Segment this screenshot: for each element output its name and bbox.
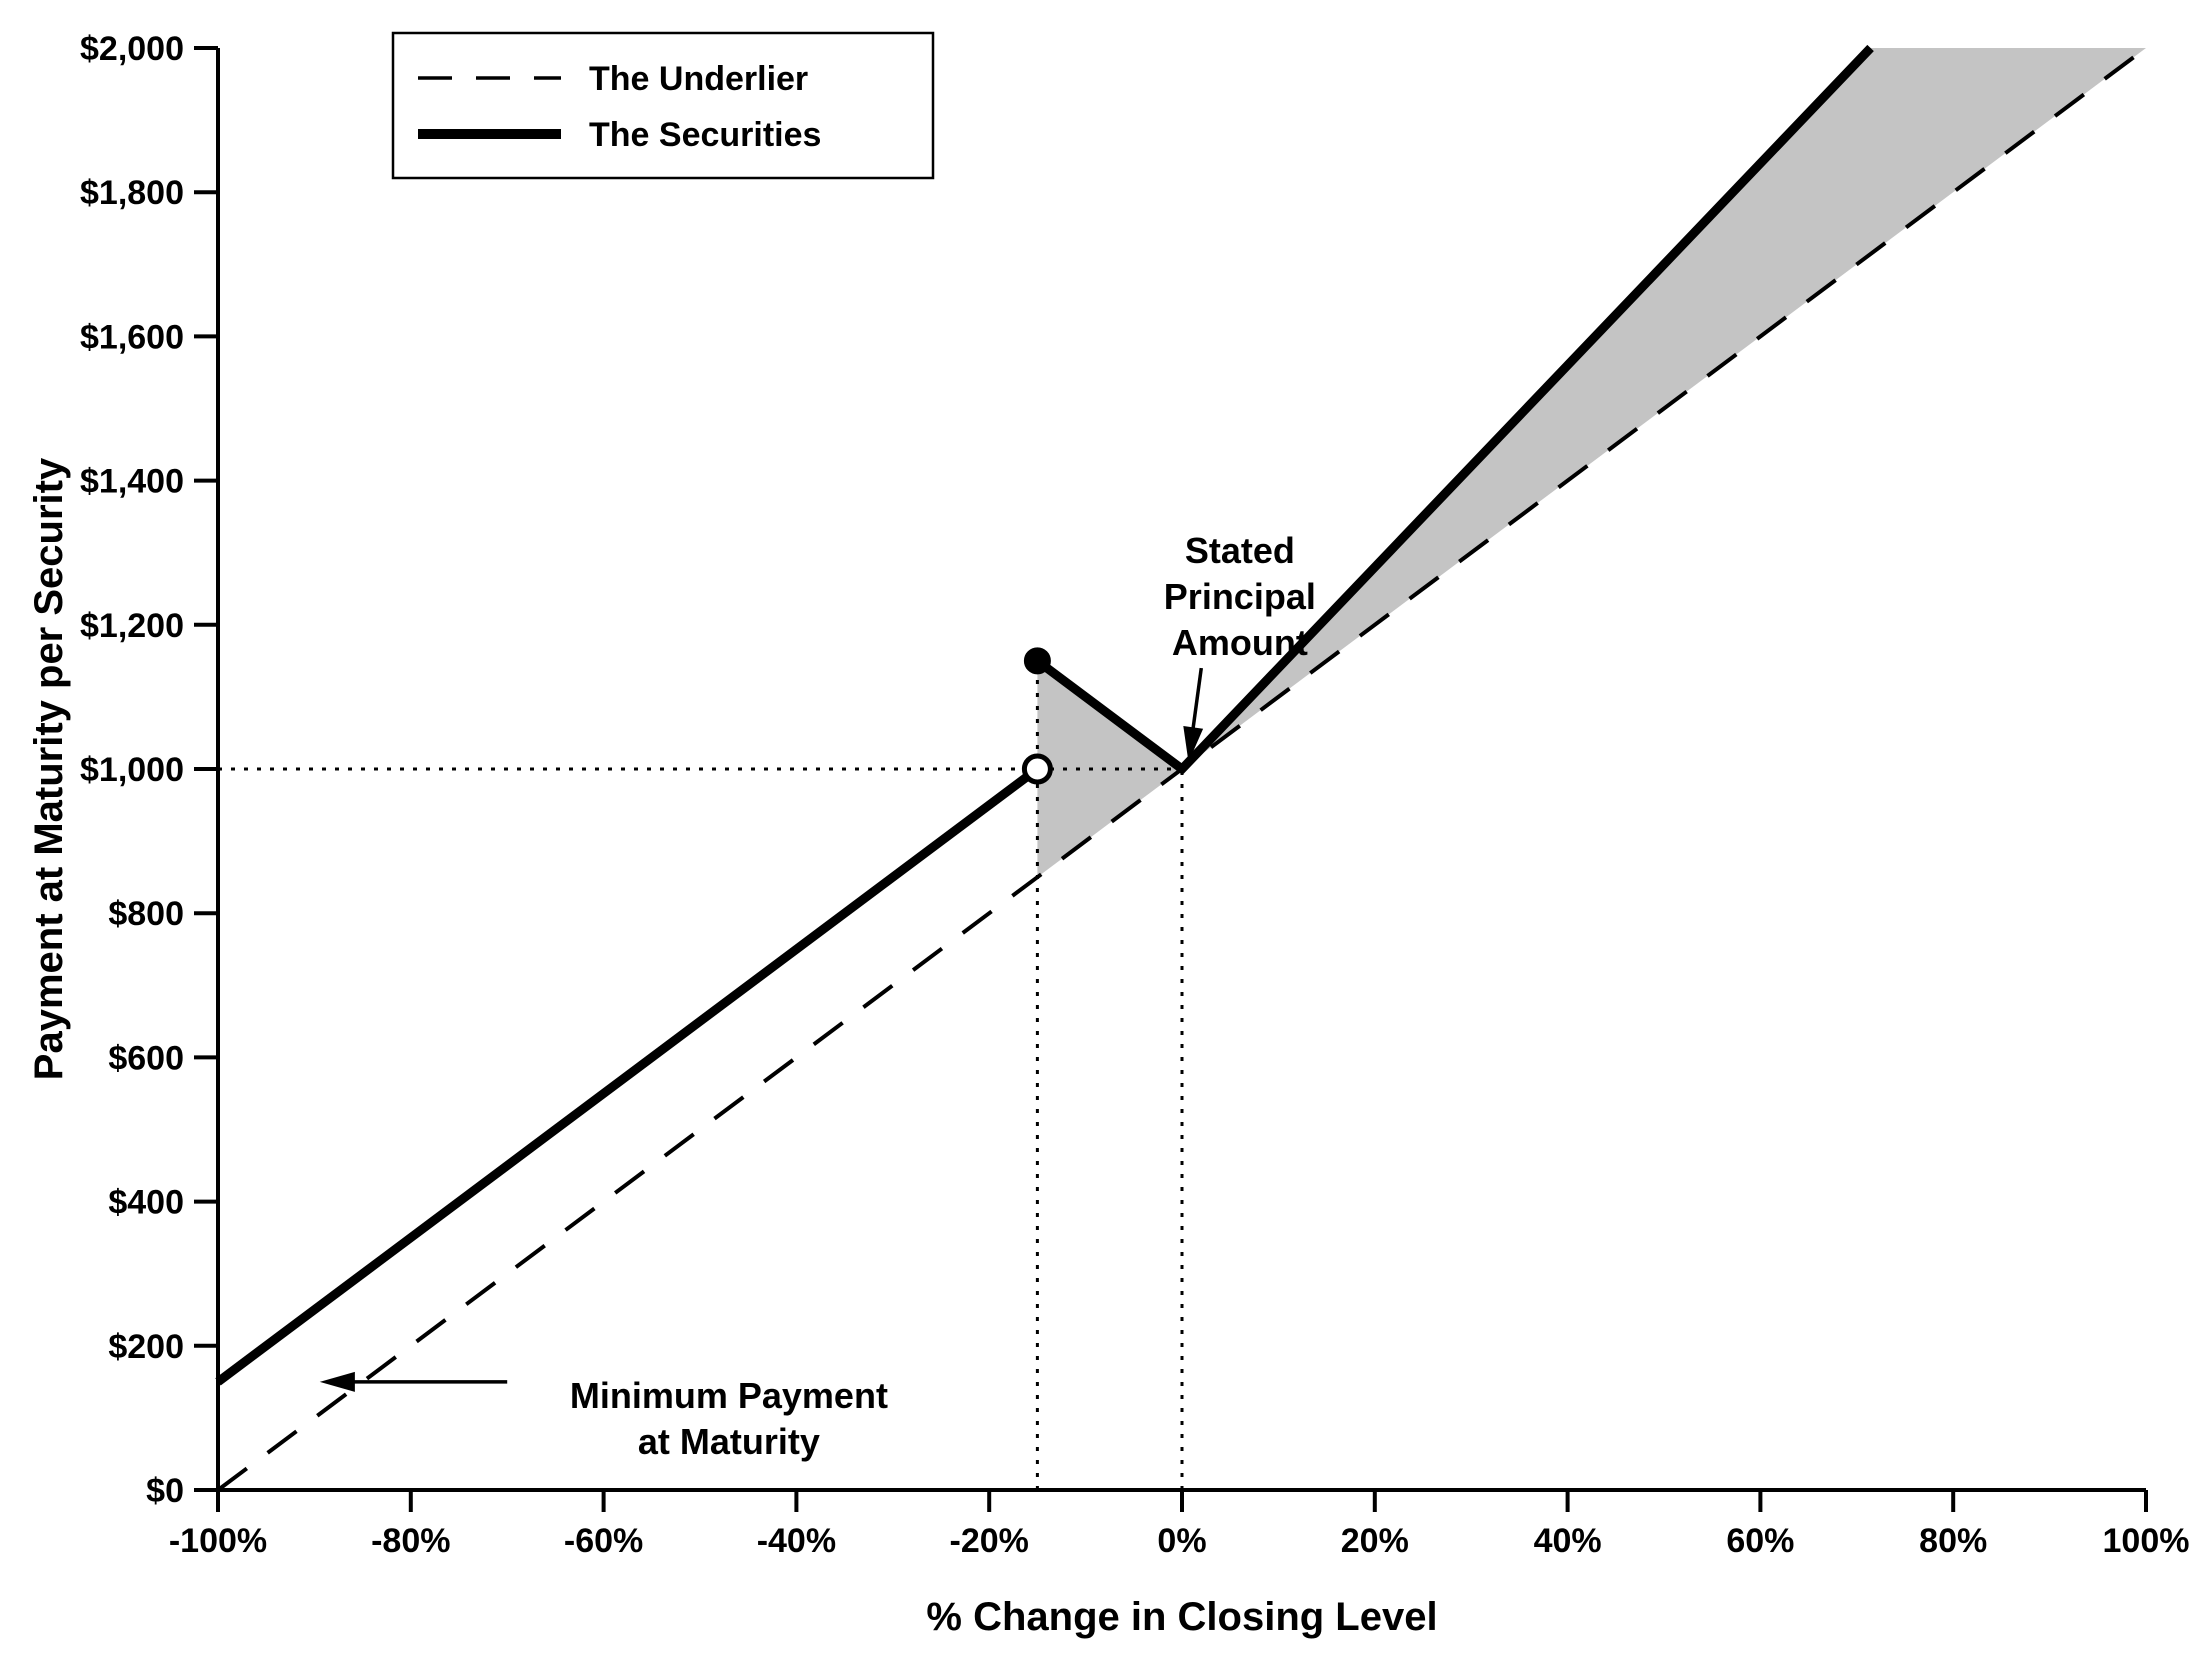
downside-absolute-return-region (1037, 660, 1182, 878)
y-tick-label: $400 (108, 1184, 184, 1222)
x-tick-label: 40% (1534, 1522, 1602, 1560)
the-securities-line-2 (1034, 44, 1874, 775)
legend-label: The Securities (589, 116, 821, 154)
x-tick-label: -20% (950, 1522, 1029, 1560)
legend-box (391, 31, 935, 180)
y-tick-label: $200 (108, 1328, 184, 1366)
x-tick-label: 60% (1726, 1522, 1794, 1560)
filled-circle-marker (1023, 647, 1051, 675)
x-axis-title: % Change in Closing Level (926, 1595, 1437, 1639)
stated-principal-amount-label: Principal (1164, 576, 1316, 617)
x-tick-label: 100% (2103, 1522, 2190, 1560)
y-tick-label: $600 (108, 1039, 184, 1077)
minimum-payment-at-maturity-label: Minimum Payment (570, 1375, 888, 1416)
x-tick-label: -40% (757, 1522, 836, 1560)
legend-label: The Underlier (589, 60, 808, 98)
x-tick-label: 20% (1341, 1522, 1409, 1560)
y-tick-label: $1,400 (80, 463, 184, 501)
x-tick-label: -60% (564, 1522, 643, 1560)
open-circle-marker (1021, 753, 1053, 785)
y-tick-label: $1,600 (80, 318, 184, 356)
x-tick-label: -80% (371, 1522, 450, 1560)
minimum-payment-at-maturity-arrowhead-icon (319, 1371, 355, 1392)
stated-principal-amount-label: Amount (1172, 622, 1308, 663)
stated-principal-amount-arrowhead-icon (1183, 726, 1204, 763)
y-tick-label: $2,000 (80, 30, 184, 68)
x-tick-label: 80% (1919, 1522, 1987, 1560)
minimum-payment-at-maturity-label: at Maturity (638, 1421, 820, 1462)
y-tick-label: $1,200 (80, 607, 184, 645)
x-tick-label: -100% (169, 1522, 267, 1560)
x-tick-label: 0% (1157, 1522, 1206, 1560)
y-tick-label: $1,800 (80, 174, 184, 212)
y-tick-label: $0 (146, 1472, 184, 1510)
y-tick-label: $1,000 (80, 751, 184, 789)
y-axis-title: Payment at Maturity per Security (27, 457, 71, 1080)
y-tick-label: $800 (108, 895, 184, 933)
the-securities-line-1 (215, 765, 1041, 1386)
stated-principal-amount-label: Stated (1185, 530, 1295, 571)
